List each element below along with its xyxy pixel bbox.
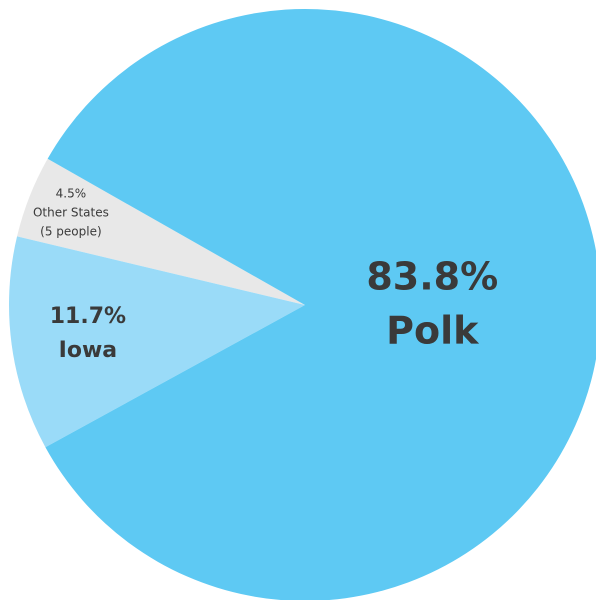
pie-slice [17,158,305,305]
value-label: 83.8% [366,254,498,298]
category-label: Other States [33,205,109,219]
category-label: Polk [386,308,479,352]
pie-slice [8,236,305,448]
pie-slice [45,9,596,600]
value-label: 4.5% [56,186,87,200]
category-label: Iowa [59,338,117,363]
annotation: (5 people) [40,224,102,238]
value-label: 11.7% [50,304,126,329]
